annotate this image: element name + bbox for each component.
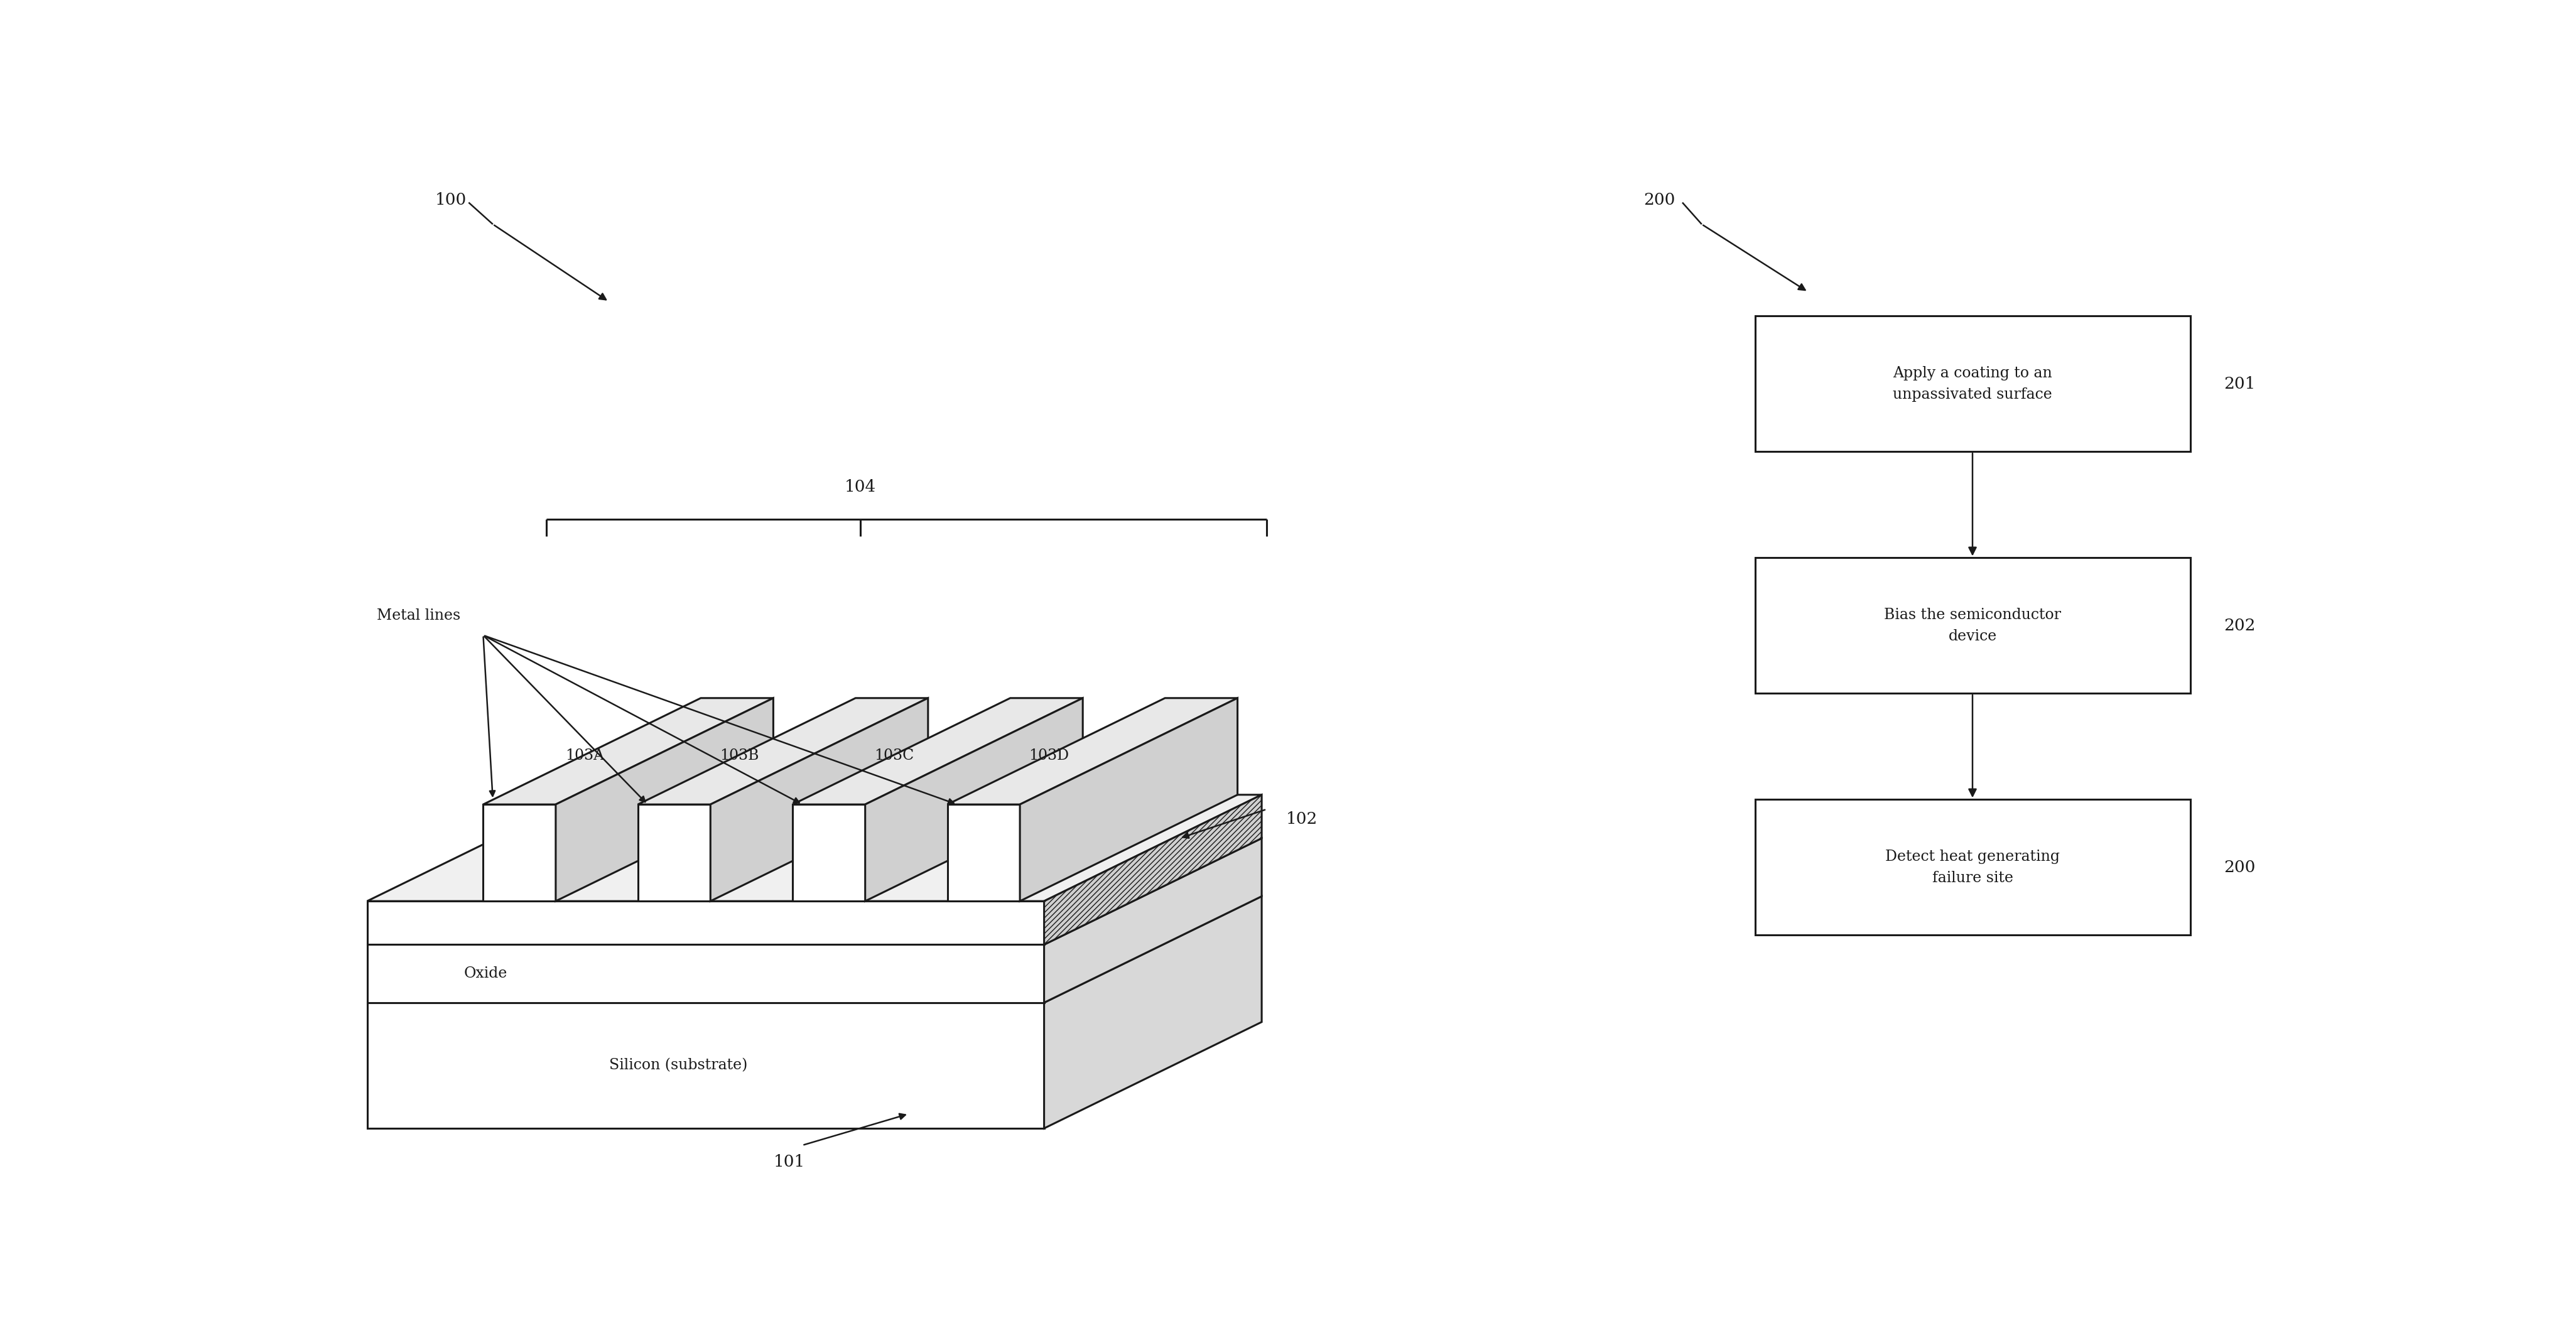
Polygon shape bbox=[639, 804, 711, 901]
Polygon shape bbox=[948, 698, 1236, 804]
Text: 101: 101 bbox=[773, 1154, 804, 1170]
Polygon shape bbox=[1043, 794, 1262, 945]
Polygon shape bbox=[368, 794, 1262, 901]
Text: 100: 100 bbox=[435, 192, 466, 208]
Text: 103A: 103A bbox=[564, 748, 605, 762]
Text: 104: 104 bbox=[845, 480, 876, 495]
Polygon shape bbox=[1043, 838, 1262, 1002]
Polygon shape bbox=[948, 804, 1020, 901]
Text: 103D: 103D bbox=[1028, 748, 1069, 762]
FancyBboxPatch shape bbox=[1754, 316, 2190, 452]
Text: Oxide: Oxide bbox=[464, 966, 507, 981]
Polygon shape bbox=[793, 698, 1082, 804]
Polygon shape bbox=[484, 698, 773, 804]
Polygon shape bbox=[556, 698, 773, 901]
Text: Apply a coating to an
unpassivated surface: Apply a coating to an unpassivated surfa… bbox=[1893, 367, 2053, 401]
Polygon shape bbox=[1020, 698, 1236, 901]
Text: 201: 201 bbox=[2223, 376, 2257, 392]
Polygon shape bbox=[368, 1002, 1043, 1128]
FancyBboxPatch shape bbox=[1754, 800, 2190, 934]
Text: Bias the semiconductor
device: Bias the semiconductor device bbox=[1883, 608, 2061, 644]
Polygon shape bbox=[793, 804, 866, 901]
Polygon shape bbox=[368, 896, 1262, 1002]
Polygon shape bbox=[368, 945, 1043, 1002]
Text: 103C: 103C bbox=[873, 748, 914, 762]
Polygon shape bbox=[866, 698, 1082, 901]
Polygon shape bbox=[368, 901, 1043, 945]
Polygon shape bbox=[711, 698, 927, 901]
FancyBboxPatch shape bbox=[1754, 557, 2190, 693]
Polygon shape bbox=[1043, 896, 1262, 1128]
Polygon shape bbox=[639, 698, 927, 804]
Text: 200: 200 bbox=[1643, 192, 1674, 208]
Polygon shape bbox=[368, 838, 1262, 945]
Text: 202: 202 bbox=[2223, 617, 2257, 633]
Text: 102: 102 bbox=[1285, 810, 1316, 826]
Polygon shape bbox=[484, 804, 556, 901]
Text: 103B: 103B bbox=[719, 748, 760, 762]
Text: 200: 200 bbox=[2223, 860, 2257, 876]
Text: Detect heat generating
failure site: Detect heat generating failure site bbox=[1886, 849, 2061, 885]
Text: Metal lines: Metal lines bbox=[376, 609, 461, 623]
Text: Silicon (substrate): Silicon (substrate) bbox=[608, 1058, 747, 1073]
